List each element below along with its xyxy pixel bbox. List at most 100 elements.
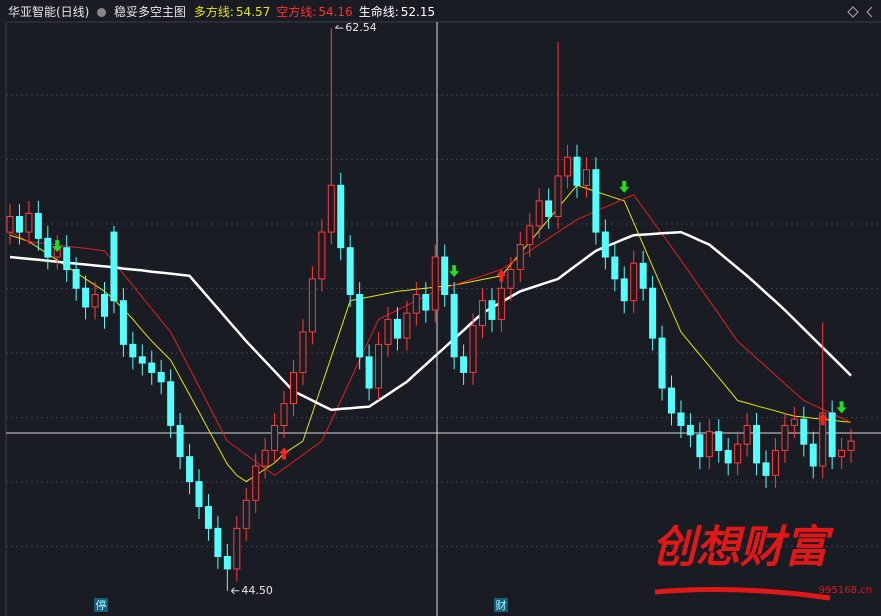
candle-body: [223, 555, 231, 570]
candle-body: [790, 418, 798, 426]
candle-body: [488, 300, 496, 320]
marker-badge: [494, 598, 508, 612]
candle-body: [516, 244, 524, 271]
sell-signal: [52, 240, 63, 253]
candle-body: [441, 256, 449, 295]
candle-body: [753, 424, 761, 464]
candle-body: [686, 424, 694, 436]
candle-body: [280, 403, 288, 426]
candle-body: [611, 256, 619, 280]
candle-body: [809, 443, 817, 467]
candle-body: [412, 293, 420, 314]
max-pointer: [334, 24, 344, 29]
candle-body: [63, 247, 71, 271]
legend-value: 54.57: [235, 5, 271, 19]
candle-body: [393, 318, 401, 339]
candle-body: [677, 412, 685, 426]
max-label: 62.54: [345, 21, 377, 34]
candle-body: [119, 300, 127, 345]
candle-body: [762, 462, 770, 476]
candle-body: [526, 225, 534, 246]
candle-body: [34, 212, 42, 239]
candle-body: [252, 465, 260, 501]
watermark-site: 995168.cn: [819, 585, 872, 596]
candle-body: [365, 356, 373, 389]
candle-body: [620, 278, 628, 302]
stock-name: 华亚智能(日线): [8, 5, 90, 19]
candle-body: [129, 343, 137, 358]
candle-body: [734, 443, 742, 464]
candle-body: [91, 293, 99, 308]
candle-body: [507, 269, 515, 289]
candle-body: [44, 237, 52, 258]
candle-body: [346, 247, 354, 295]
buy-signal: [279, 447, 290, 460]
indicator-name: 稳妥多空主图: [114, 5, 187, 19]
candle-body: [337, 184, 345, 249]
candle-body: [110, 231, 118, 302]
candle-body: [819, 412, 827, 467]
candle-body: [658, 337, 666, 389]
legend-label: 空方线:: [276, 5, 317, 19]
candle-body: [497, 287, 505, 320]
min-pointer: [230, 587, 240, 595]
candle-body: [6, 215, 14, 233]
min-label: 44.50: [241, 584, 273, 597]
candle-body: [573, 156, 581, 186]
line-1: [9, 194, 852, 477]
candle-body: [592, 169, 600, 233]
legend-value: 54.16: [318, 5, 353, 19]
candle-body: [479, 300, 486, 327]
icon-back[interactable]: [866, 6, 873, 18]
candle-body: [214, 527, 222, 557]
candle-body: [743, 424, 751, 445]
candle-body: [101, 293, 108, 317]
candle-body: [403, 312, 411, 339]
candle-body: [72, 269, 80, 289]
sell-signal: [836, 401, 847, 414]
candle-body: [535, 200, 543, 227]
icon-toggle[interactable]: [97, 8, 107, 17]
candle-body: [800, 418, 808, 445]
candle-body: [564, 156, 572, 177]
candle-body: [195, 481, 203, 508]
candle-body: [601, 231, 609, 258]
marker-text: 财: [496, 598, 507, 612]
candle-body: [771, 449, 779, 476]
candle-body: [715, 431, 723, 451]
candle-body: [308, 278, 316, 333]
candle-body: [545, 200, 553, 217]
candle-body: [356, 293, 364, 358]
candle-body: [261, 449, 269, 467]
candle-body: [431, 256, 439, 311]
marker-badge: [94, 598, 108, 612]
sell-signal: [619, 180, 630, 193]
candle-body: [138, 356, 146, 364]
icon-diamond[interactable]: [847, 6, 859, 18]
candle-body: [639, 262, 647, 289]
watermark-stroke: [654, 587, 831, 601]
candle-body: [384, 318, 392, 345]
candle-body: [838, 449, 846, 458]
candle-body: [176, 424, 184, 458]
candle-body: [148, 362, 156, 373]
candle-body: [630, 262, 638, 302]
candle-body: [186, 456, 194, 483]
candle-body: [375, 343, 383, 389]
candle-body: [705, 431, 713, 458]
buy-signal: [817, 413, 828, 426]
candle-body: [450, 293, 458, 358]
candle-body: [696, 434, 704, 458]
candle-body: [271, 424, 279, 451]
candle-body: [460, 356, 468, 373]
candle-body: [828, 412, 836, 458]
candle-body: [469, 325, 477, 373]
legend-label: 生命线:: [358, 5, 399, 19]
candle-body: [649, 287, 657, 339]
candle-body: [233, 527, 241, 570]
candle-body: [668, 387, 675, 414]
sell-signal: [449, 265, 460, 278]
candle-body: [781, 424, 789, 451]
